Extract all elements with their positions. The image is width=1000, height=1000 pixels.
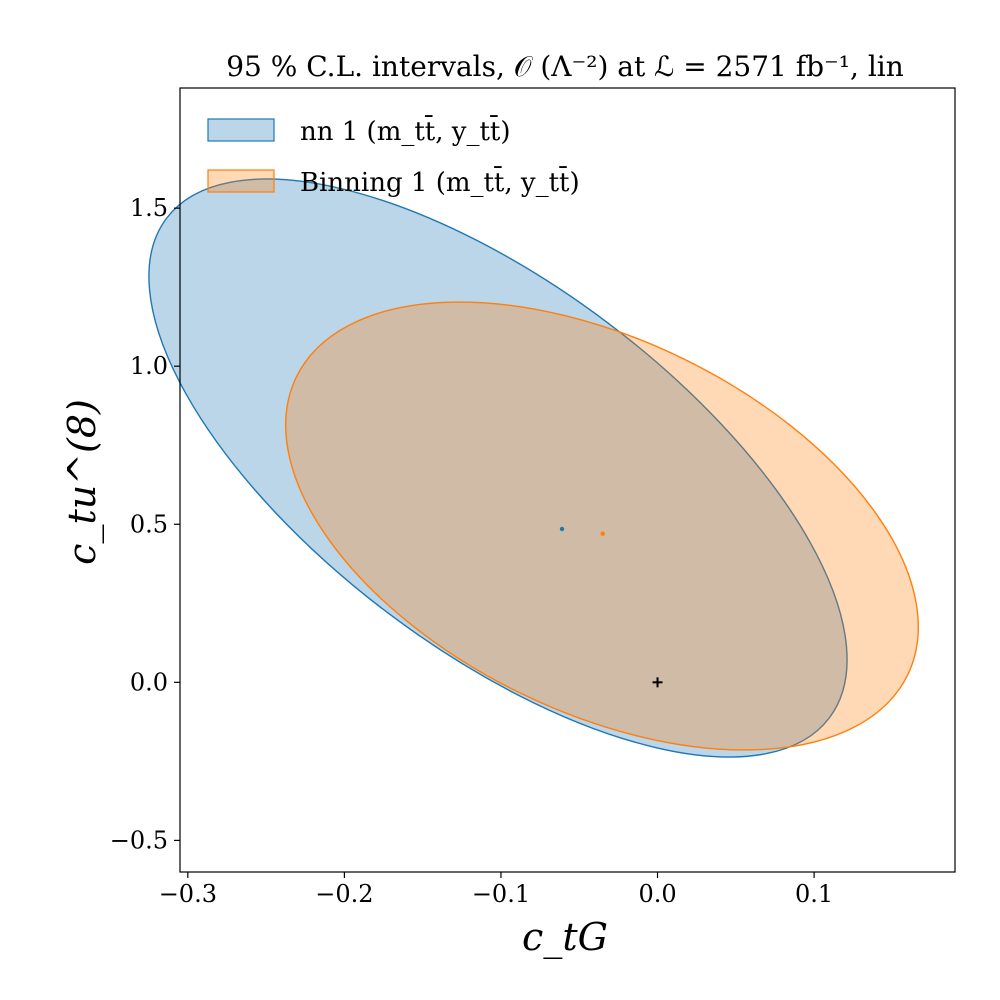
x-tick-label: 0.1 bbox=[795, 880, 833, 908]
y-axis-title: c_tu^(8) bbox=[60, 399, 105, 565]
y-axis: −0.5 0.0 0.5 1.0 1.5 bbox=[110, 194, 180, 854]
y-tick-label: 0.0 bbox=[130, 668, 168, 696]
x-tick-label: 0.0 bbox=[638, 880, 676, 908]
legend-swatch-nn bbox=[207, 118, 275, 142]
x-tick-label: −0.1 bbox=[472, 880, 530, 908]
x-tick-label: −0.2 bbox=[315, 880, 373, 908]
best-fit-point-binning bbox=[600, 531, 605, 536]
sm-point-marker bbox=[652, 677, 663, 688]
y-tick-label: −0.5 bbox=[110, 826, 168, 854]
contour-binning bbox=[285, 301, 919, 751]
plot-marks bbox=[148, 178, 919, 758]
y-tick-label: 0.5 bbox=[130, 510, 168, 538]
x-axis-title: c_tG bbox=[522, 915, 608, 960]
x-tick-label: −0.3 bbox=[159, 880, 217, 908]
y-tick-label: 1.5 bbox=[130, 194, 168, 222]
chart-title: 95 % C.L. intervals, 𝒪 (Λ⁻²) at ℒ = 2571… bbox=[226, 50, 904, 83]
legend: nn 1 (m_tt̄, y_tt̄) Binning 1 (m_tt̄, y_… bbox=[207, 114, 580, 198]
x-axis: −0.3 −0.2 −0.1 0.0 0.1 bbox=[159, 872, 833, 908]
y-tick-label: 1.0 bbox=[130, 352, 168, 380]
legend-swatch-binning bbox=[207, 169, 275, 193]
best-fit-point-nn bbox=[559, 526, 565, 532]
contour-nn bbox=[148, 178, 848, 758]
legend-label-binning: Binning 1 (m_tt̄, y_tt̄) bbox=[300, 165, 580, 198]
legend-label-nn: nn 1 (m_tt̄, y_tt̄) bbox=[300, 114, 511, 147]
plot-frame bbox=[179, 87, 956, 873]
